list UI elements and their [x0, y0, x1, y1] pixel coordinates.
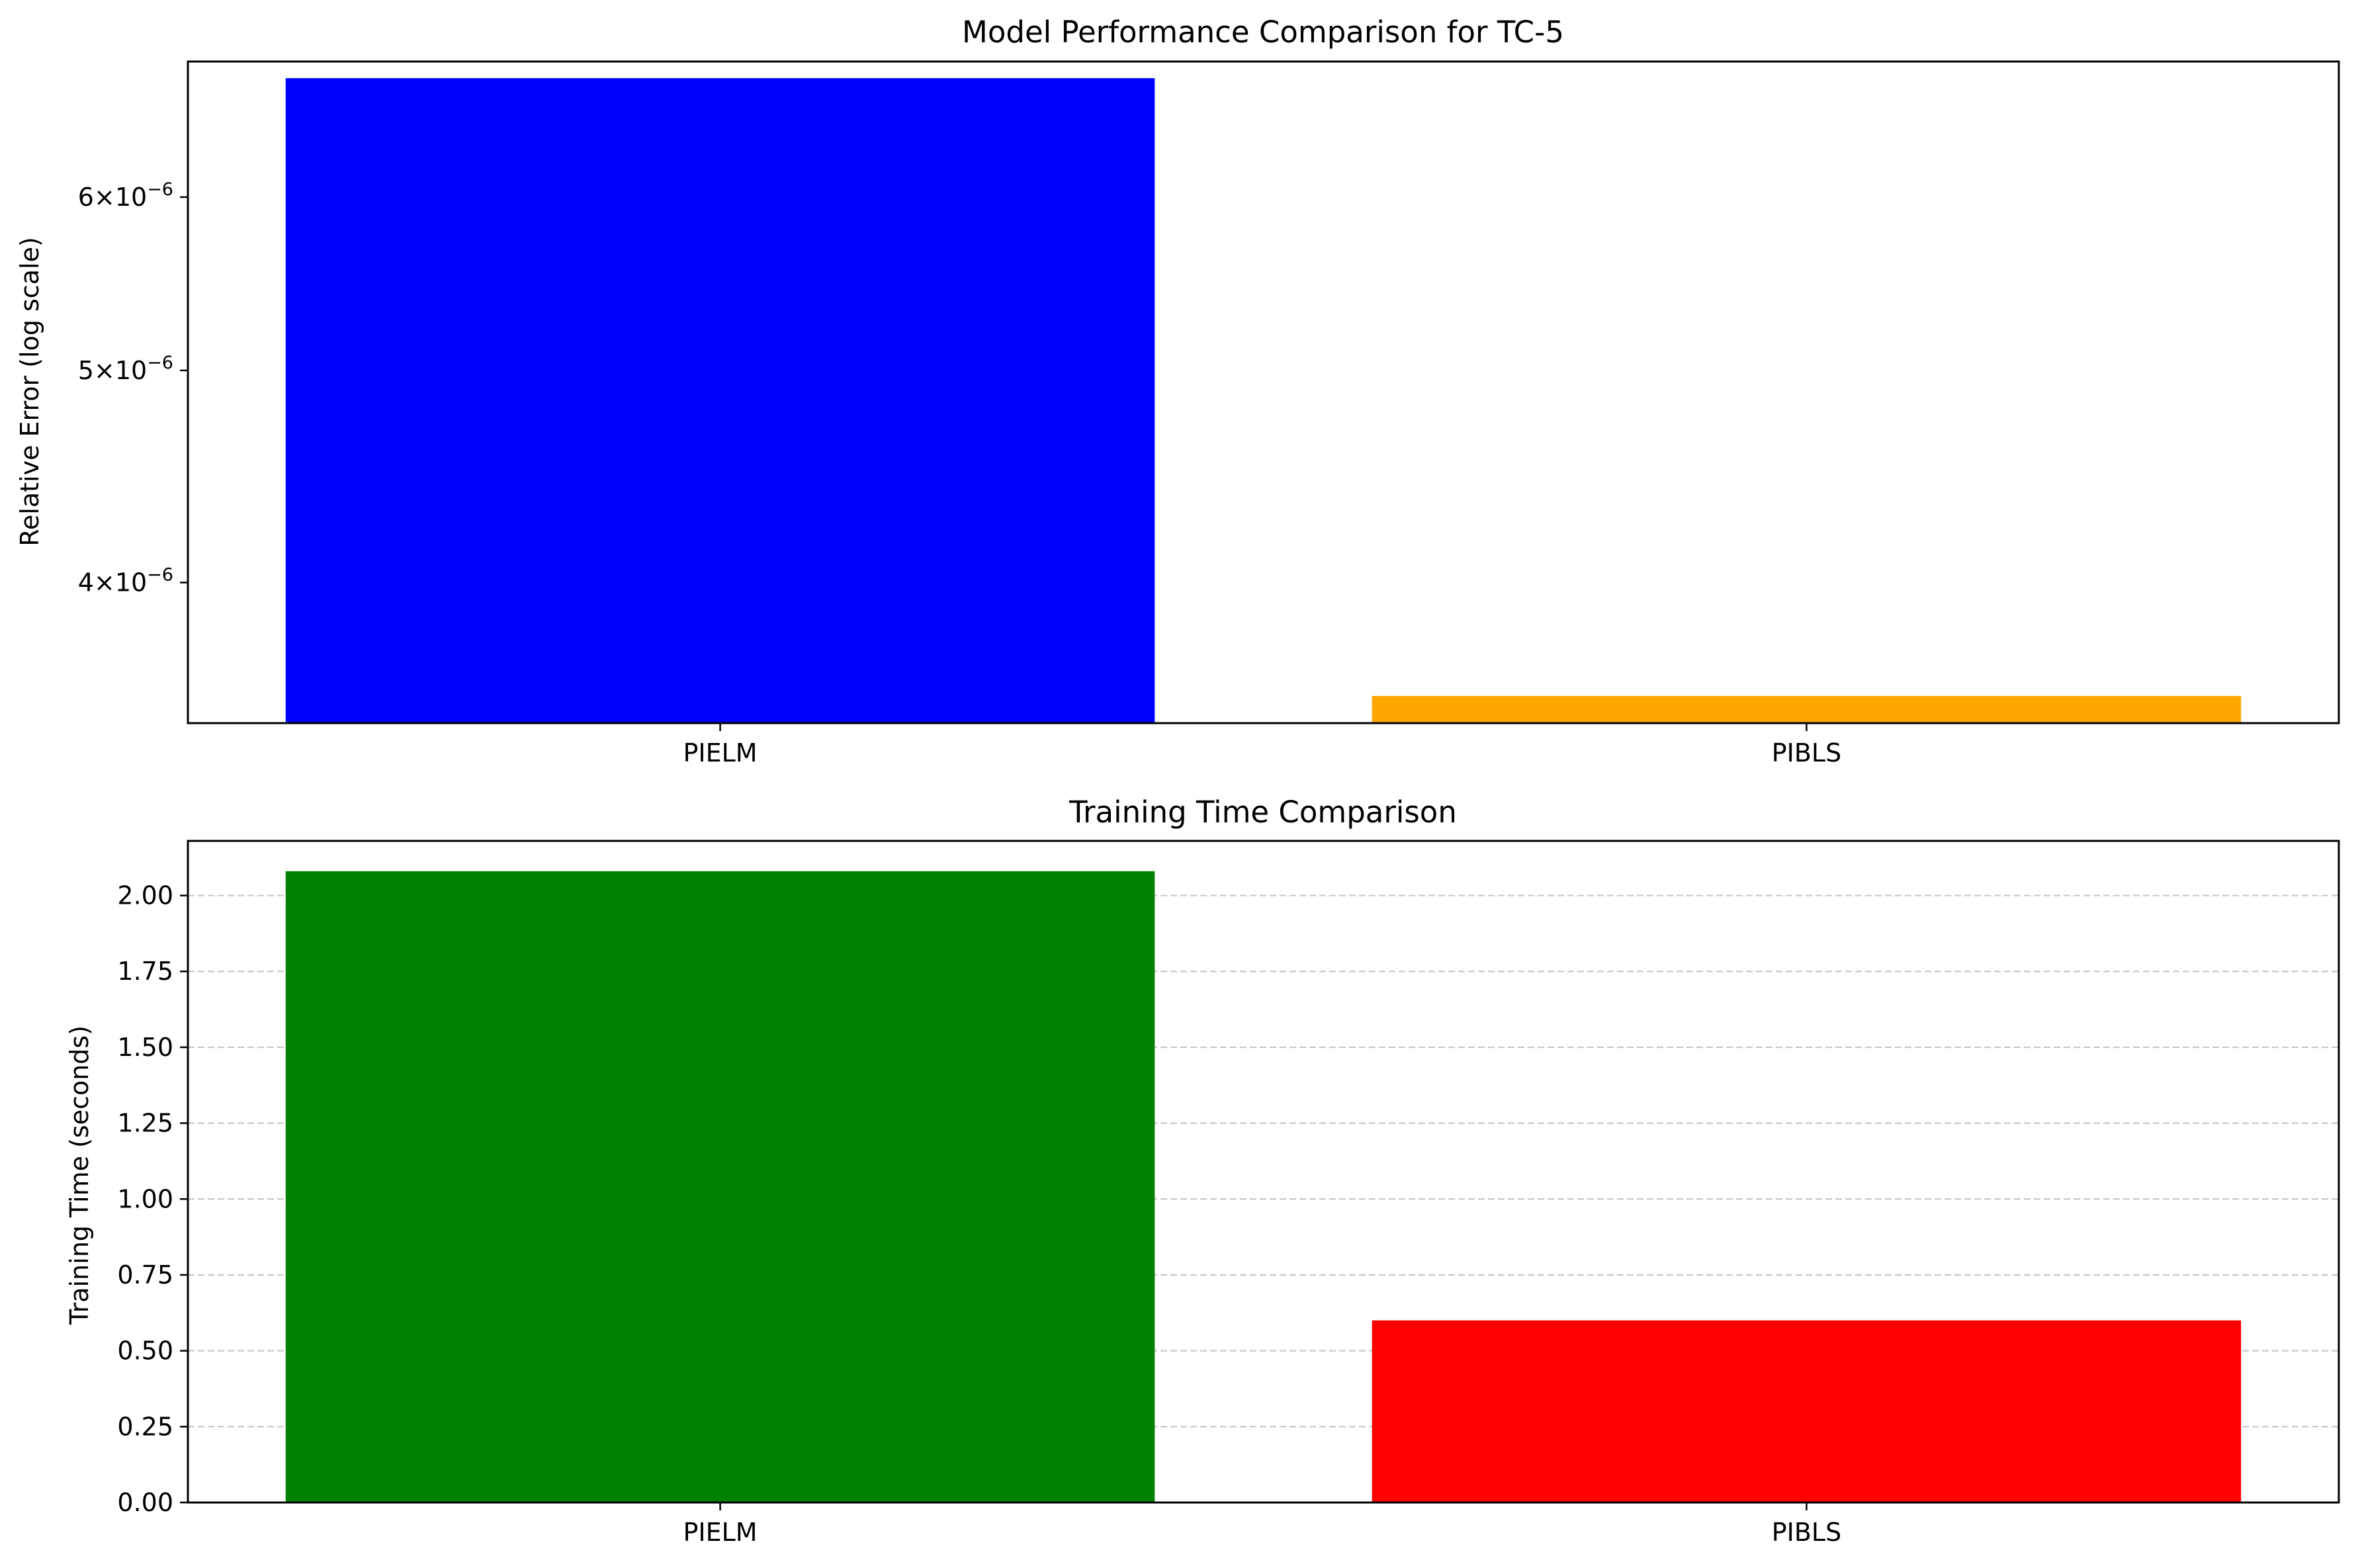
time-y-tick-label: 0.00 — [117, 1488, 173, 1517]
time-y-ticks: 0.00 0.25 0.50 0.75 1.00 1.25 1.50 1.75 2.00 — [117, 881, 188, 1517]
time-x-ticks: PIELM PIBLS — [683, 1503, 1841, 1547]
time-y-axis-label: Training Time (seconds) — [65, 1025, 94, 1325]
time-y-tick-label: 1.50 — [117, 1033, 173, 1062]
tick-exponent: −6 — [147, 179, 173, 200]
time-y-tick-label: 1.00 — [117, 1184, 173, 1213]
time-subplot: Training Time Comparison Training Time (… — [65, 795, 2340, 1547]
error-y-ticks: 4×10−65×10−66×10−6 — [78, 179, 188, 597]
tick-times-sign: × — [94, 183, 115, 212]
tick-base: 10 — [115, 356, 147, 385]
error-x-ticks: PIELM PIBLS — [683, 723, 1841, 767]
time-y-tick-label: 1.25 — [117, 1109, 173, 1138]
time-y-tick-label: 1.75 — [117, 957, 173, 986]
time-y-tick-label: 0.25 — [117, 1412, 173, 1441]
error-y-tick-label: 5×10−6 — [78, 353, 173, 385]
tick-exponent: −6 — [147, 353, 173, 373]
error-x-tick-label: PIELM — [683, 738, 757, 767]
error-y-tick-label: 6×10−6 — [78, 179, 173, 212]
tick-exponent: −6 — [147, 564, 173, 585]
tick-mantissa: 5 — [78, 356, 94, 385]
error-x-tick-label: PIBLS — [1772, 738, 1841, 767]
tick-base: 10 — [115, 568, 147, 597]
tick-base: 10 — [115, 183, 147, 212]
tick-mantissa: 4 — [78, 568, 94, 597]
tick-times-sign: × — [94, 356, 115, 385]
error-y-tick-label: 4×10−6 — [78, 564, 173, 597]
time-bars — [285, 871, 2242, 1503]
error-chart-title: Model Performance Comparison for TC-5 — [962, 15, 1564, 50]
time-x-tick-label: PIELM — [683, 1518, 757, 1547]
time-bar-pibls — [1372, 1320, 2242, 1503]
error-axes-frame — [187, 60, 2340, 724]
error-y-axis-label: Relative Error (log scale) — [15, 237, 44, 546]
error-bars — [285, 78, 2242, 724]
time-y-tick-label: 0.50 — [117, 1336, 173, 1366]
time-chart-title: Training Time Comparison — [1069, 795, 1457, 830]
time-bar-pielm — [285, 871, 1155, 1503]
time-x-tick-label: PIBLS — [1772, 1518, 1841, 1547]
time-axes-frame — [187, 840, 2340, 1504]
tick-mantissa: 6 — [78, 183, 94, 212]
error-bar-pielm — [285, 78, 1155, 724]
time-y-tick-label: 2.00 — [117, 881, 173, 910]
error-subplot: Model Performance Comparison for TC-5 Re… — [15, 15, 2340, 767]
time-y-tick-label: 0.75 — [117, 1260, 173, 1289]
error-bar-pibls — [1372, 695, 2242, 723]
tick-times-sign: × — [94, 568, 115, 597]
